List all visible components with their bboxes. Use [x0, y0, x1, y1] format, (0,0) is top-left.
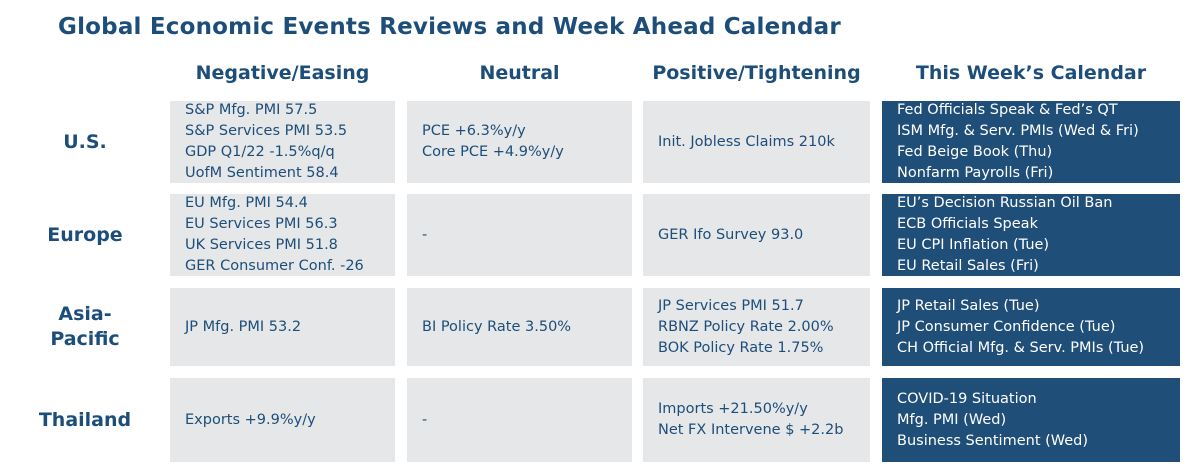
list-item: S&P Services PMI 53.5	[185, 123, 348, 139]
cell-us-negative: S&P Mfg. PMI 57.5 S&P Services PMI 53.5 …	[170, 101, 395, 183]
cell-us-positive: Init. Jobless Claims 210k	[643, 101, 870, 183]
row-label-line: Asia-	[58, 303, 112, 326]
column-header-positive: Positive/Tightening	[652, 62, 861, 84]
column-header-calendar: This Week’s Calendar	[915, 62, 1147, 84]
list-item: EU’s Decision Russian Oil Ban	[897, 195, 1113, 211]
list-item: UK Services PMI 51.8	[185, 237, 338, 253]
list-item: JP Retail Sales (Tue)	[897, 297, 1040, 314]
cell-europe-positive: GER Ifo Survey 93.0	[643, 194, 870, 276]
list-item: EU Services PMI 56.3	[185, 216, 338, 232]
list-item: GER Ifo Survey 93.0	[658, 226, 804, 243]
row-label-thailand: Thailand	[38, 408, 132, 431]
list-item: Init. Jobless Claims 210k	[658, 133, 835, 150]
list-item: JP Services PMI 51.7	[658, 297, 804, 314]
list-item: JP Consumer Confidence (Tue)	[897, 318, 1116, 335]
cell-europe-neutral: -	[407, 194, 632, 276]
row-label-line: Pacific	[50, 328, 120, 350]
list-item: Fed Beige Book (Thu)	[897, 144, 1053, 160]
list-item: Core PCE +4.9%y/y	[422, 144, 564, 160]
cell-asia-pacific-positive: JP Services PMI 51.7 RBNZ Policy Rate 2.…	[643, 288, 870, 366]
cell-thailand-calendar: COVID-19 Situation Mfg. PMI (Wed) Busine…	[882, 378, 1180, 462]
cell-europe-calendar: EU’s Decision Russian Oil Ban ECB Offici…	[882, 194, 1180, 276]
cell-asia-pacific-neutral: BI Policy Rate 3.50%	[407, 288, 632, 366]
list-item: ECB Officials Speak	[897, 216, 1038, 232]
list-item: -	[422, 226, 428, 243]
list-item: S&P Mfg. PMI 57.5	[185, 102, 318, 118]
row-label-asia-pacific: Asia- Pacific	[20, 288, 150, 366]
list-item: GER Consumer Conf. -26	[185, 258, 364, 274]
list-item: JP Mfg. PMI 53.2	[185, 318, 302, 335]
list-item: Nonfarm Payrolls (Fri)	[897, 165, 1054, 181]
row-label-us: U.S.	[63, 130, 107, 153]
list-item: Exports +9.9%y/y	[185, 411, 316, 428]
row-label-europe: Europe	[47, 223, 123, 246]
list-item: RBNZ Policy Rate 2.00%	[658, 318, 834, 335]
column-header-neutral: Neutral	[479, 62, 560, 84]
list-item: EU Mfg. PMI 54.4	[185, 195, 308, 211]
cell-asia-pacific-negative: JP Mfg. PMI 53.2	[170, 288, 395, 366]
cell-asia-pacific-calendar: JP Retail Sales (Tue) JP Consumer Confid…	[882, 288, 1180, 366]
list-item: ISM Mfg. & Serv. PMIs (Wed & Fri)	[897, 123, 1139, 139]
list-item: EU CPI Inflation (Tue)	[897, 237, 1050, 253]
list-item: EU Retail Sales (Fri)	[897, 258, 1039, 274]
list-item: CH Official Mfg. & Serv. PMIs (Tue)	[897, 339, 1145, 356]
list-item: Net FX Intervene $ +2.2b	[658, 422, 844, 438]
list-item: GDP Q1/22 -1.5%q/q	[185, 144, 335, 160]
list-item: COVID-19 Situation	[897, 390, 1037, 407]
list-item: Mfg. PMI (Wed)	[897, 411, 1007, 428]
cell-us-calendar: Fed Officials Speak & Fed’s QT ISM Mfg. …	[882, 101, 1180, 183]
list-item: Imports +21.50%y/y	[658, 401, 808, 417]
cell-thailand-positive: Imports +21.50%y/y Net FX Intervene $ +2…	[643, 378, 870, 462]
cell-thailand-neutral: -	[407, 378, 632, 462]
list-item: UofM Sentiment 58.4	[185, 165, 339, 181]
list-item: Fed Officials Speak & Fed’s QT	[897, 102, 1118, 118]
list-item: -	[422, 411, 428, 428]
page-title: Global Economic Events Reviews and Week …	[58, 14, 841, 40]
list-item: BI Policy Rate 3.50%	[422, 318, 572, 335]
cell-europe-negative: EU Mfg. PMI 54.4 EU Services PMI 56.3 UK…	[170, 194, 395, 276]
list-item: Business Sentiment (Wed)	[897, 432, 1089, 449]
cell-us-neutral: PCE +6.3%y/y Core PCE +4.9%y/y	[407, 101, 632, 183]
list-item: BOK Policy Rate 1.75%	[658, 339, 824, 356]
list-item: PCE +6.3%y/y	[422, 123, 526, 139]
cell-thailand-negative: Exports +9.9%y/y	[170, 378, 395, 462]
column-header-negative: Negative/Easing	[195, 62, 370, 84]
